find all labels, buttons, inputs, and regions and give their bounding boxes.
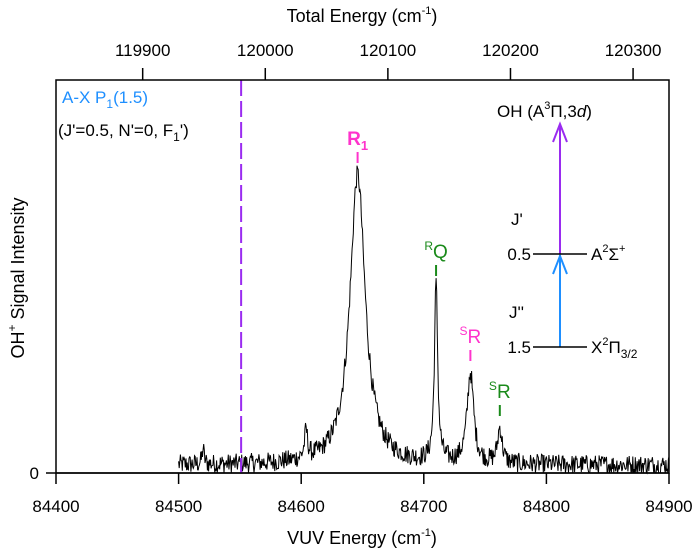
upper-j-value: 0.5	[507, 245, 531, 264]
x2-tick-label: 120100	[360, 41, 417, 60]
x-tick-label: 84900	[645, 497, 692, 516]
peak-annotation: R1	[347, 129, 368, 163]
x2-tick-label: 120300	[605, 41, 662, 60]
top-axis-title: Total Energy (cm-1)	[287, 5, 438, 26]
state-label: (J'=0.5, N'=0, F1')	[58, 121, 189, 144]
x2-tick-label: 120200	[482, 41, 539, 60]
x-tick-label: 84700	[400, 497, 447, 516]
peak-annotation: RQ	[424, 239, 448, 276]
spectrum-line	[178, 165, 670, 475]
x-tick-label: 84800	[523, 497, 570, 516]
upper-j-label: J'	[511, 210, 523, 229]
x-tick-label: 84400	[32, 497, 79, 516]
peak-label: SR	[460, 324, 482, 348]
upper-arrowhead-icon	[552, 121, 568, 143]
diagram-title: OH (A3Π,3d)	[497, 100, 592, 121]
x2-tick-label: 119900	[115, 41, 170, 60]
lower-state-label: X2Π3/2	[591, 336, 638, 361]
peak-label: RQ	[424, 239, 447, 263]
lower-j-label: J''	[509, 303, 524, 322]
y-axis-title: OH+ Signal Intensity	[5, 197, 28, 358]
peak-annotation: SR	[489, 379, 511, 416]
x-tick-label: 84600	[278, 497, 325, 516]
x2-tick-label: 120000	[237, 41, 294, 60]
upper-state-label: A2Σ+	[591, 243, 625, 264]
energy-level-diagram: OH (A3Π,3d) J' 0.5 A2Σ+ J'' 1.5 X2Π3/2	[497, 100, 638, 361]
transition-label: A-X P1(1.5)	[62, 88, 148, 111]
plot-frame	[55, 79, 670, 474]
bottom-axis-title: VUV Energy (cm-1)	[287, 527, 437, 548]
lower-j-value: 1.5	[507, 338, 531, 357]
y-tick-label: 0	[30, 464, 39, 483]
lower-arrowhead-icon	[552, 253, 568, 275]
x-tick-label: 84500	[155, 497, 202, 516]
peak-label: SR	[489, 379, 511, 403]
peak-label: R1	[347, 129, 368, 153]
peak-annotation: SR	[460, 324, 482, 361]
